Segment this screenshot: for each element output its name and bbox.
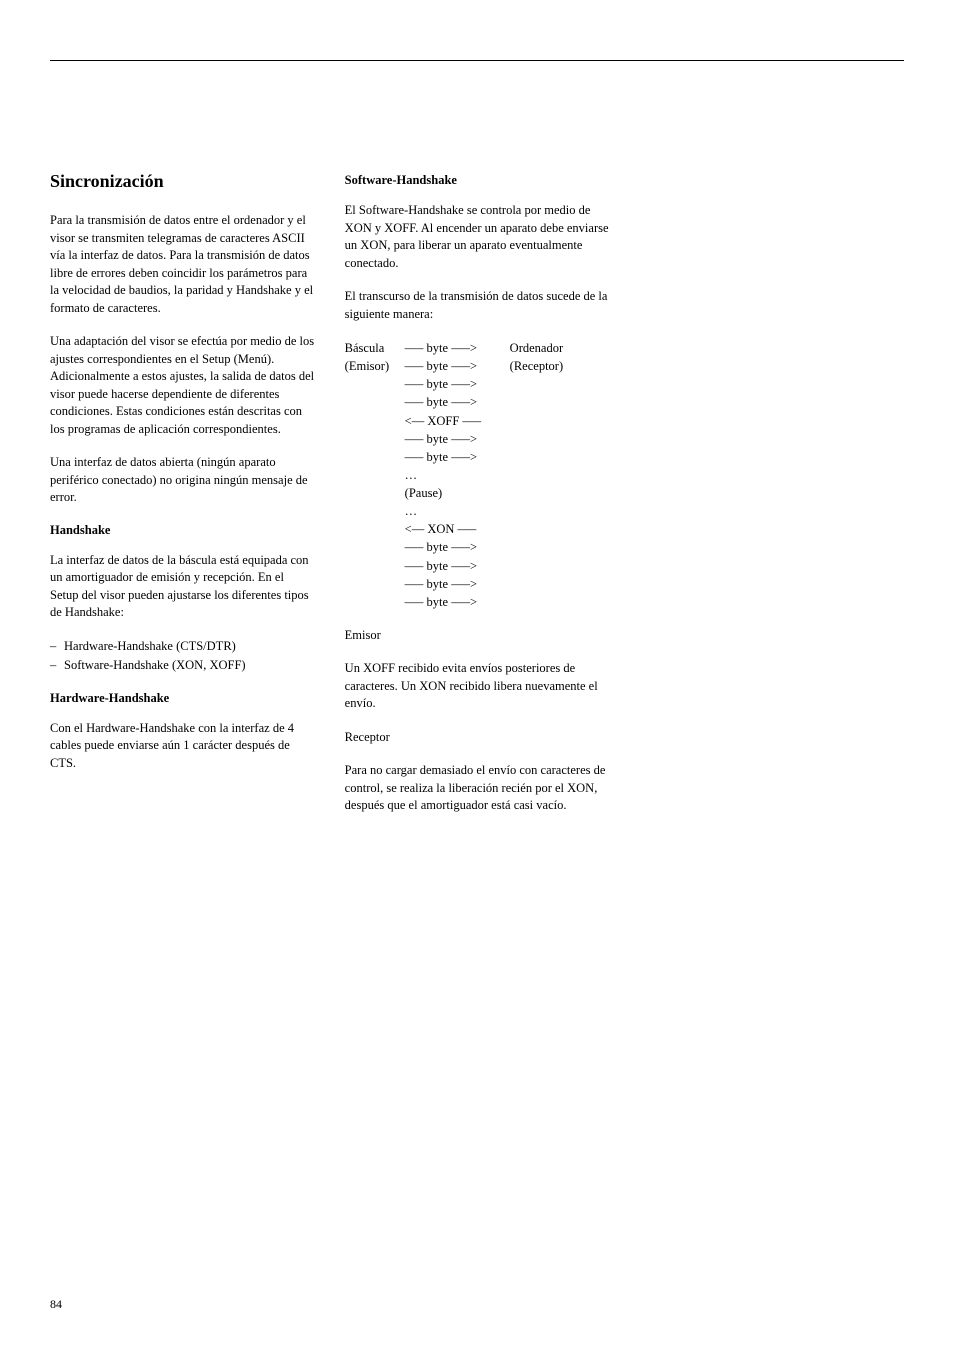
diagram-right-label: Ordenador bbox=[510, 339, 563, 357]
diagram-row: (Pause) bbox=[345, 484, 610, 502]
diagram-arrow: ––– byte –––> bbox=[405, 575, 510, 593]
diagram-row: ––– byte –––> bbox=[345, 593, 610, 611]
top-rule bbox=[50, 60, 904, 61]
diagram-arrow: ––– byte –––> bbox=[405, 430, 510, 448]
paragraph: Para la transmisión de datos entre el or… bbox=[50, 212, 315, 317]
diagram-dots: … bbox=[345, 466, 510, 484]
paragraph: El Software-Handshake se controla por me… bbox=[345, 202, 610, 272]
paragraph: Una adaptación del visor se efectúa por … bbox=[50, 333, 315, 438]
diagram-row: ––– byte –––> bbox=[345, 538, 610, 556]
diagram-row: ––– byte –––> bbox=[345, 430, 610, 448]
dash-icon: – bbox=[50, 657, 64, 675]
diagram-xoff: <–– XOFF ––– bbox=[405, 412, 510, 430]
column-2: Software-Handshake El Software-Handshake… bbox=[345, 171, 610, 831]
diagram-right-sublabel: (Receptor) bbox=[510, 357, 563, 375]
section-title: Sincronización bbox=[50, 171, 315, 192]
paragraph: Con el Hardware-Handshake con la interfa… bbox=[50, 720, 315, 773]
diagram-row: ––– byte –––> bbox=[345, 448, 610, 466]
list-item: – Software-Handshake (XON, XOFF) bbox=[64, 657, 315, 675]
diagram-left-label: Báscula bbox=[345, 339, 405, 357]
diagram-row: … bbox=[345, 502, 610, 520]
subheading-software-handshake: Software-Handshake bbox=[345, 173, 610, 188]
diagram-row: (Emisor) ––– byte –––> (Receptor) bbox=[345, 357, 610, 375]
diagram-row: Báscula ––– byte –––> Ordenador bbox=[345, 339, 610, 357]
list-item: – Hardware-Handshake (CTS/DTR) bbox=[64, 638, 315, 656]
paragraph: Un XOFF recibido evita envíos posterio­r… bbox=[345, 660, 610, 713]
paragraph-receptor: Receptor bbox=[345, 729, 610, 747]
diagram-arrow: ––– byte –––> bbox=[405, 538, 510, 556]
diagram-row: ––– byte –––> bbox=[345, 393, 610, 411]
diagram-row: <–– XON ––– bbox=[345, 520, 610, 538]
diagram-row: ––– byte –––> bbox=[345, 557, 610, 575]
diagram-row: <–– XOFF ––– bbox=[345, 412, 610, 430]
diagram-row: ––– byte –––> bbox=[345, 375, 610, 393]
diagram-row: … bbox=[345, 466, 610, 484]
diagram-row: ––– byte –––> bbox=[345, 575, 610, 593]
content-columns: Sincronización Para la transmisión de da… bbox=[50, 171, 904, 831]
paragraph: El transcurso de la transmisión de datos… bbox=[345, 288, 610, 323]
diagram-arrow: ––– byte –––> bbox=[405, 357, 510, 375]
diagram-arrow: ––– byte –––> bbox=[405, 375, 510, 393]
page: Sincronización Para la transmisión de da… bbox=[0, 0, 954, 1350]
paragraph: La interfaz de datos de la báscula está … bbox=[50, 552, 315, 622]
subheading-hardware-handshake: Hardware-Handshake bbox=[50, 691, 315, 706]
diagram-pause: (Pause) bbox=[345, 484, 510, 502]
list-item-text: Software-Handshake (XON, XOFF) bbox=[64, 657, 246, 675]
handshake-list: – Hardware-Handshake (CTS/DTR) – Softwar… bbox=[50, 638, 315, 675]
paragraph-emisor: Emisor bbox=[345, 627, 610, 645]
diagram-arrow: ––– byte –––> bbox=[405, 448, 510, 466]
page-number: 84 bbox=[50, 1297, 62, 1312]
diagram-xon: <–– XON ––– bbox=[405, 520, 510, 538]
diagram-dots: … bbox=[345, 502, 510, 520]
transmission-diagram: Báscula ––– byte –––> Ordenador (Emisor)… bbox=[345, 339, 610, 611]
subheading-handshake: Handshake bbox=[50, 523, 315, 538]
dash-icon: – bbox=[50, 638, 64, 656]
paragraph: Para no cargar demasiado el envío con ca… bbox=[345, 762, 610, 815]
list-item-text: Hardware-Handshake (CTS/DTR) bbox=[64, 638, 236, 656]
diagram-arrow: ––– byte –––> bbox=[405, 593, 510, 611]
column-1: Sincronización Para la transmisión de da… bbox=[50, 171, 315, 831]
diagram-arrow: ––– byte –––> bbox=[405, 557, 510, 575]
column-3 bbox=[639, 171, 904, 831]
diagram-arrow: ––– byte –––> bbox=[405, 339, 510, 357]
diagram-arrow: ––– byte –––> bbox=[405, 393, 510, 411]
paragraph: Una interfaz de datos abierta (ningún ap… bbox=[50, 454, 315, 507]
diagram-left-sublabel: (Emisor) bbox=[345, 357, 405, 375]
